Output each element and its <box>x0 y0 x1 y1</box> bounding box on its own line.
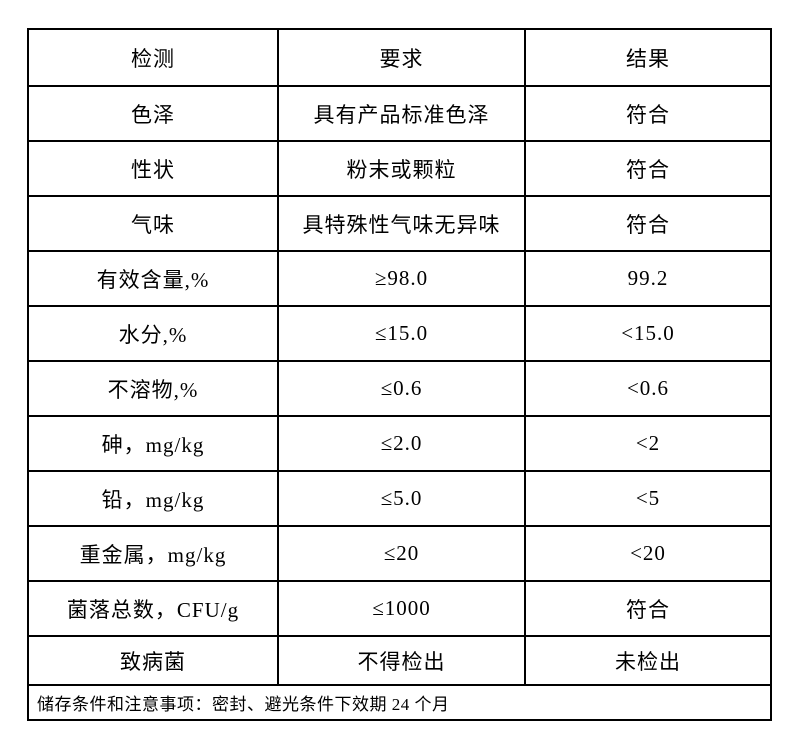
table-row: 铅，mg/kg ≤5.0 <5 <box>27 470 772 527</box>
cell-item: 菌落总数，CFU/g <box>27 580 279 637</box>
header-cell-item: 检测 <box>27 28 279 87</box>
cell-item: 有效含量,% <box>27 250 279 307</box>
cell-requirement: ≤20 <box>277 525 526 582</box>
cell-result: <5 <box>524 470 772 527</box>
cell-requirement: ≤5.0 <box>277 470 526 527</box>
cell-result: 符合 <box>524 140 772 197</box>
cell-requirement: 具有产品标准色泽 <box>277 85 526 142</box>
table-row: 有效含量,% ≥98.0 99.2 <box>27 250 772 307</box>
cell-item: 色泽 <box>27 85 279 142</box>
cell-item: 致病菌 <box>27 635 279 686</box>
table-row: 菌落总数，CFU/g ≤1000 符合 <box>27 580 772 637</box>
table-row: 水分,% ≤15.0 <15.0 <box>27 305 772 362</box>
table-row: 重金属，mg/kg ≤20 <20 <box>27 525 772 582</box>
header-cell-result: 结果 <box>524 28 772 87</box>
cell-requirement: ≤15.0 <box>277 305 526 362</box>
cell-result: 符合 <box>524 195 772 252</box>
table-header-row: 检测 要求 结果 <box>27 28 772 87</box>
table-row: 性状 粉末或颗粒 符合 <box>27 140 772 197</box>
cell-result: <15.0 <box>524 305 772 362</box>
cell-requirement: ≤2.0 <box>277 415 526 472</box>
cell-result: <20 <box>524 525 772 582</box>
cell-requirement: 具特殊性气味无异味 <box>277 195 526 252</box>
cell-result: <0.6 <box>524 360 772 417</box>
cell-result: 符合 <box>524 580 772 637</box>
cell-result: 符合 <box>524 85 772 142</box>
cell-result: <2 <box>524 415 772 472</box>
cell-result: 未检出 <box>524 635 772 686</box>
cell-item: 重金属，mg/kg <box>27 525 279 582</box>
header-cell-requirement: 要求 <box>277 28 526 87</box>
cell-item: 铅，mg/kg <box>27 470 279 527</box>
table-row: 致病菌 不得检出 未检出 <box>27 635 772 686</box>
cell-requirement: 不得检出 <box>277 635 526 686</box>
cell-item: 砷，mg/kg <box>27 415 279 472</box>
cell-requirement: 粉末或颗粒 <box>277 140 526 197</box>
cell-requirement: ≥98.0 <box>277 250 526 307</box>
table-row: 色泽 具有产品标准色泽 符合 <box>27 85 772 142</box>
cell-item: 不溶物,% <box>27 360 279 417</box>
cell-requirement: ≤1000 <box>277 580 526 637</box>
cell-item: 水分,% <box>27 305 279 362</box>
cell-item: 性状 <box>27 140 279 197</box>
table-footer-row: 储存条件和注意事项：密封、避光条件下效期 24 个月 <box>27 684 772 721</box>
inspection-spec-table: 检测 要求 结果 色泽 具有产品标准色泽 符合 性状 粉末或颗粒 符合 气味 具… <box>27 28 772 721</box>
storage-conditions-note: 储存条件和注意事项：密封、避光条件下效期 24 个月 <box>27 684 772 721</box>
table-row: 不溶物,% ≤0.6 <0.6 <box>27 360 772 417</box>
table-row: 气味 具特殊性气味无异味 符合 <box>27 195 772 252</box>
cell-item: 气味 <box>27 195 279 252</box>
cell-result: 99.2 <box>524 250 772 307</box>
cell-requirement: ≤0.6 <box>277 360 526 417</box>
table-row: 砷，mg/kg ≤2.0 <2 <box>27 415 772 472</box>
